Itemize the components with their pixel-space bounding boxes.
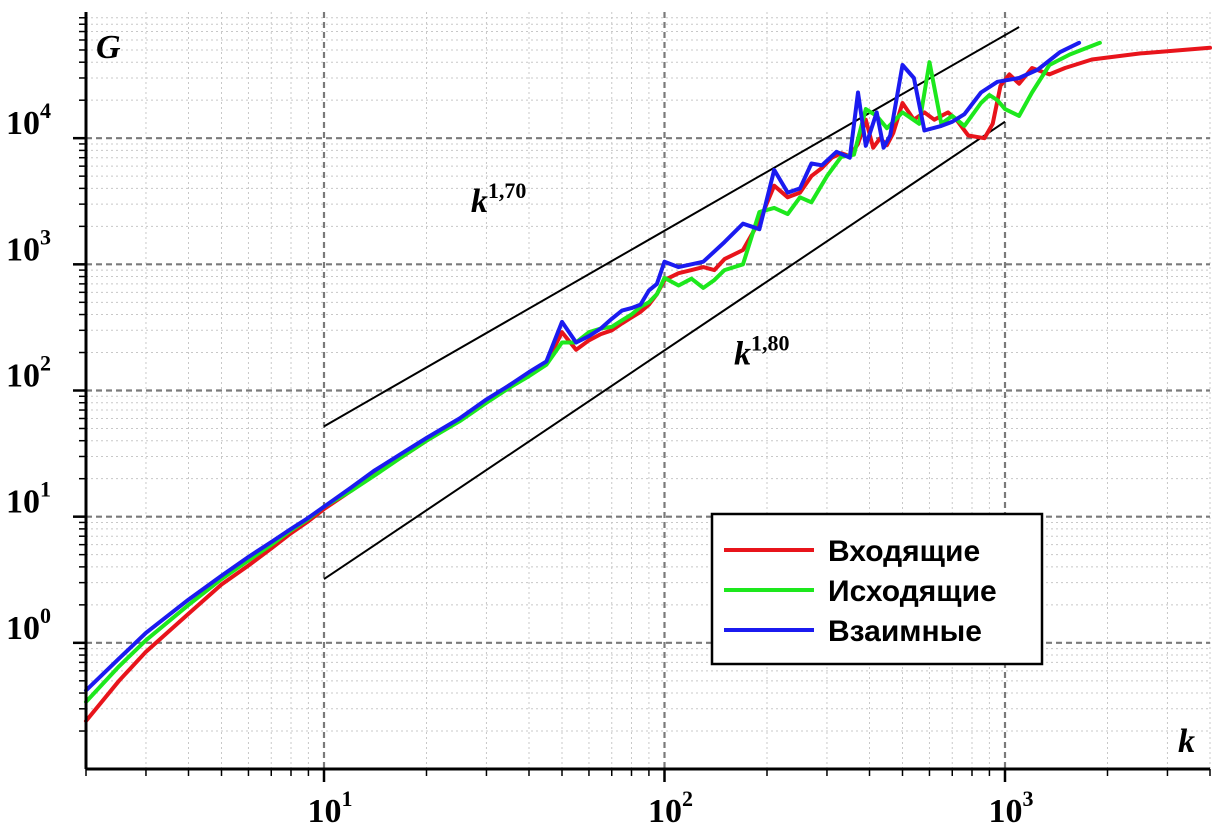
reference-line-label-2: k1,80 [734,331,790,373]
tick-exponent: 2 [40,351,51,376]
tick-exponent: 4 [40,98,51,123]
series-line-3 [84,40,1082,693]
x-tick-label: 101 [307,786,352,830]
tick-exponent: 3 [1022,786,1033,811]
reference-line-2 [323,120,1006,580]
reference-line-exponent: 1,80 [751,331,790,356]
y-tick-label: 104 [6,98,51,142]
series-line-2 [84,40,1102,704]
legend-label-3: Взаимные [828,615,982,648]
reference-line-label-1: k1,70 [471,178,527,220]
y-axis-title: G [96,29,121,66]
reference-lines [323,26,1020,580]
series-lines [84,40,1212,723]
tick-base: 10 [6,105,40,142]
y-tick-label: 101 [6,477,51,521]
tick-base: 10 [988,793,1022,830]
y-tick-label: 100 [6,603,51,647]
reference-line-base: k [734,336,751,373]
x-axis-title: k [1178,723,1195,760]
legend-label-2: Исходящие [828,575,997,608]
y-tick-label: 103 [6,224,51,268]
x-tick-label: 102 [648,786,693,830]
tick-base: 10 [648,793,682,830]
x-tick-label: 103 [988,786,1033,830]
legend-label-1: Входящие [828,535,980,568]
axis-ticks [73,17,1211,782]
reference-line-base: k [471,183,488,220]
tick-exponent: 3 [40,224,51,249]
tick-exponent: 1 [341,786,352,811]
tick-base: 10 [6,610,40,647]
plot-frame [84,12,1210,771]
tick-exponent: 2 [682,786,693,811]
tick-base: 10 [307,793,341,830]
tick-exponent: 0 [40,603,51,628]
reference-line-exponent: 1,70 [488,178,527,203]
tick-base: 10 [6,358,40,395]
tick-base: 10 [6,231,40,268]
axis-titles: G k [96,29,1195,760]
reference-line-1 [323,26,1020,428]
y-tick-label: 102 [6,351,51,395]
tick-base: 10 [6,484,40,521]
legend: Входящие Исходящие Взаимные [710,512,1044,666]
tick-exponent: 1 [40,477,51,502]
